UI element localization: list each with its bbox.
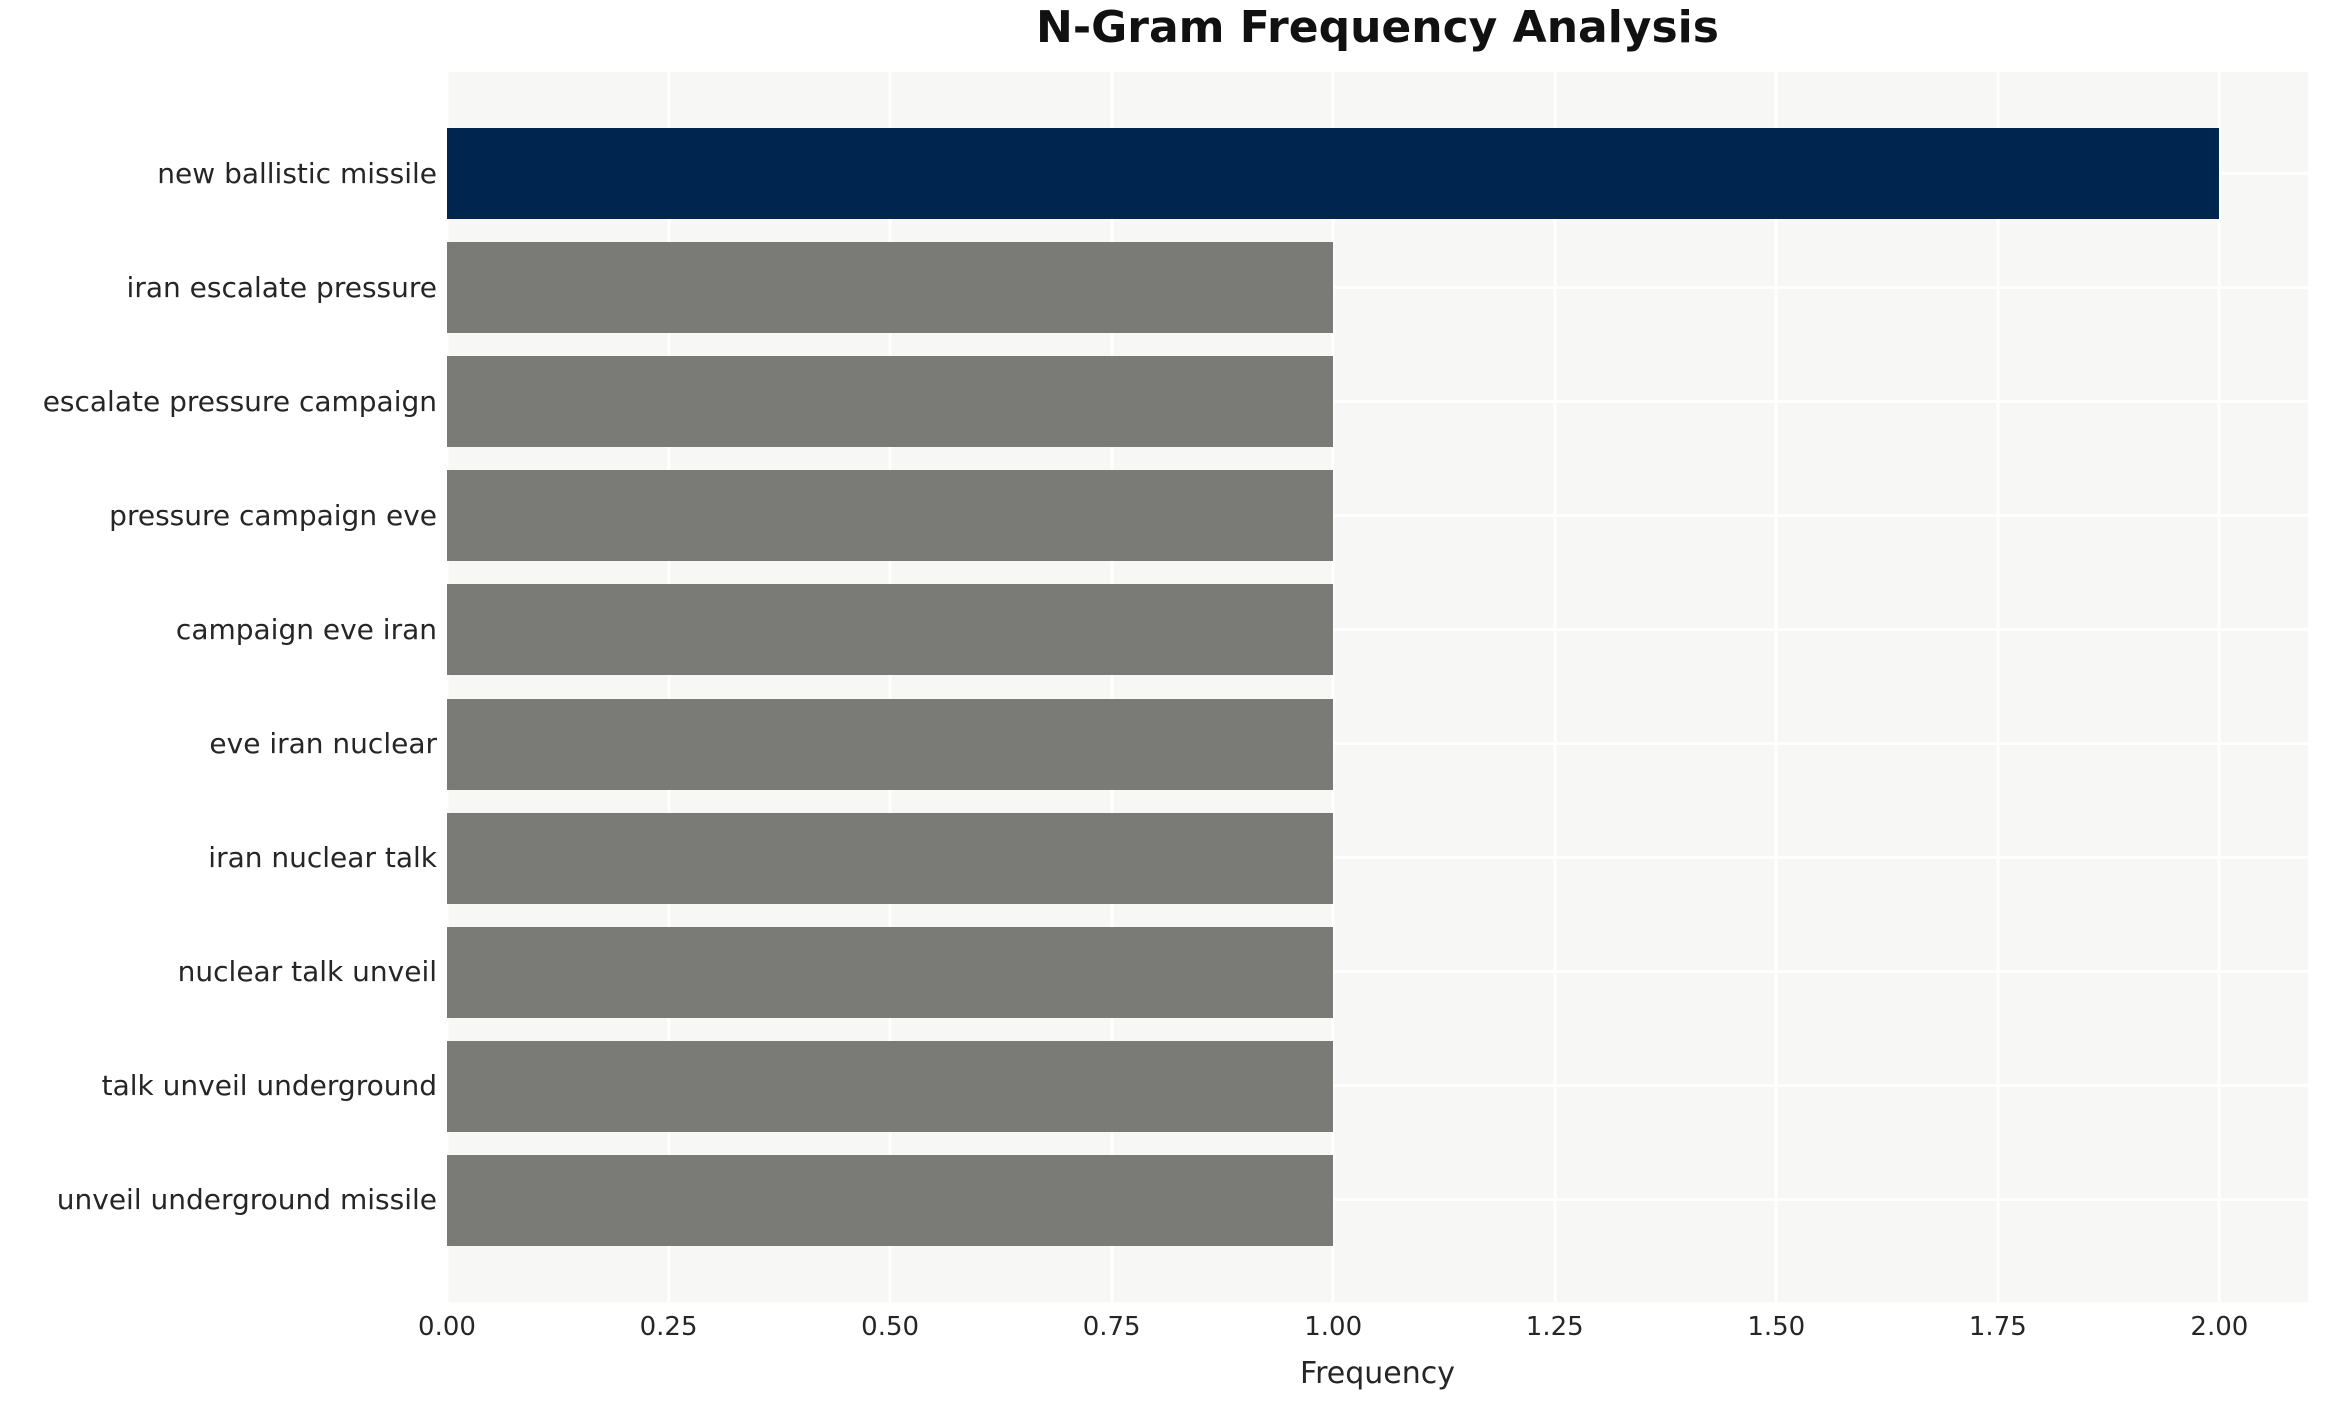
x-axis-title: Frequency: [1300, 1356, 1455, 1391]
x-tick-label: 1.25: [1525, 1312, 1584, 1342]
bar-row: iran escalate pressure: [0, 242, 2308, 334]
horizontal-gridline: [447, 1198, 2308, 1202]
bar: [447, 812, 1334, 904]
vertical-gridline: [1553, 72, 1557, 1302]
bar-track: [447, 926, 2308, 1018]
bar-row: iran nuclear talk: [0, 812, 2308, 904]
bar: [447, 926, 1334, 1018]
bar-track: [447, 242, 2308, 334]
vertical-gridline: [1331, 72, 1335, 1302]
bar: [447, 356, 1334, 448]
bar-row: nuclear talk unveil: [0, 926, 2308, 1018]
y-axis-label: campaign eve iran: [175, 612, 437, 646]
vertical-gridline: [2217, 72, 2221, 1302]
bar-track: [447, 584, 2308, 676]
vertical-gridline: [1110, 72, 1114, 1302]
x-tick-label: 0.75: [1082, 1312, 1141, 1342]
horizontal-gridline: [447, 399, 2308, 403]
bar-track: [447, 470, 2308, 562]
y-axis-label: nuclear talk unveil: [177, 955, 437, 989]
y-axis-label: talk unveil underground: [101, 1069, 437, 1103]
x-tick-label: 1.75: [1968, 1312, 2027, 1342]
y-axis-label: new ballistic missile: [157, 156, 437, 190]
x-tick-label: 2.00: [2190, 1312, 2249, 1342]
bar: [447, 128, 2220, 219]
horizontal-gridline: [447, 742, 2308, 746]
bar-track: [447, 698, 2308, 790]
horizontal-gridline: [447, 856, 2308, 860]
bar-row: pressure campaign eve: [0, 470, 2308, 562]
x-tick-label: 0.50: [861, 1312, 920, 1342]
bar-row: eve iran nuclear: [0, 698, 2308, 790]
y-axis-label: pressure campaign eve: [109, 498, 437, 532]
chart-title: N-Gram Frequency Analysis: [1036, 2, 1719, 53]
y-axis-label: unveil underground missile: [56, 1183, 437, 1217]
x-tick-label: 1.00: [1304, 1312, 1363, 1342]
bar-track: [447, 356, 2308, 448]
y-axis-label: eve iran nuclear: [209, 727, 437, 761]
bar-rows: new ballistic missile iran escalate press…: [0, 72, 2308, 1302]
x-tick-label: 0.25: [639, 1312, 698, 1342]
bar-row: escalate pressure campaign: [0, 356, 2308, 448]
x-tick-label: 0.00: [418, 1312, 476, 1342]
bar: [447, 470, 1334, 562]
bar: [447, 242, 1334, 334]
vertical-gridline: [445, 72, 449, 1302]
bar-row: new ballistic missile: [0, 128, 2308, 219]
bar-track: [447, 812, 2308, 904]
bar: [447, 698, 1334, 790]
vertical-gridline: [667, 72, 671, 1302]
bar: [447, 584, 1334, 676]
bar: [447, 1154, 1334, 1246]
y-axis-label: escalate pressure campaign: [42, 384, 437, 418]
bar-track: [447, 128, 2308, 219]
bar-row: talk unveil underground: [0, 1040, 2308, 1132]
vertical-gridline: [1996, 72, 2000, 1302]
horizontal-gridline: [447, 970, 2308, 974]
bar-row: unveil underground missile: [0, 1154, 2308, 1246]
x-tick-label: 1.50: [1747, 1312, 1806, 1342]
y-axis-label: iran escalate pressure: [126, 270, 437, 304]
vertical-gridline: [888, 72, 892, 1302]
horizontal-gridline: [447, 627, 2308, 631]
bar: [447, 1040, 1334, 1132]
bar-track: [447, 1040, 2308, 1132]
vertical-gridline: [1774, 72, 1778, 1302]
bar-row: campaign eve iran: [0, 584, 2308, 676]
horizontal-gridline: [447, 1084, 2308, 1088]
horizontal-gridline: [447, 285, 2308, 289]
bar-track: [447, 1154, 2308, 1246]
y-axis-label: iran nuclear talk: [208, 841, 437, 875]
horizontal-gridline: [447, 513, 2308, 517]
